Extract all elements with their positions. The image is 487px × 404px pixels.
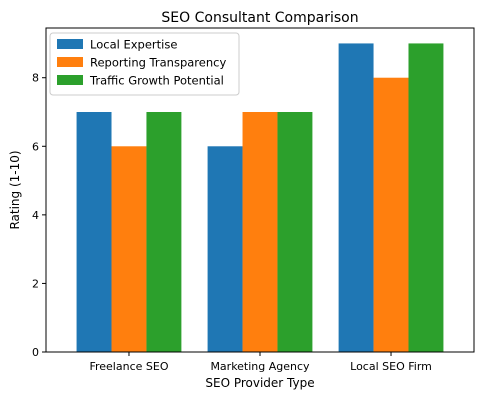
bar-reporting-transparency-0 — [111, 146, 147, 352]
legend-swatch — [57, 39, 83, 49]
x-axis-label: SEO Provider Type — [205, 376, 314, 390]
chart-title: SEO Consultant Comparison — [161, 10, 358, 26]
bar-local-expertise-2 — [338, 43, 374, 353]
legend-label: Traffic Growth Potential — [89, 74, 224, 88]
bar-local-expertise-0 — [76, 112, 112, 352]
x-tick-label: Local SEO Firm — [350, 360, 432, 373]
legend-label: Reporting Transparency — [90, 56, 226, 70]
bar-traffic-growth-potential-2 — [408, 43, 444, 353]
y-tick-label: 0 — [32, 346, 39, 359]
legend-label: Local Expertise — [90, 38, 177, 52]
bar-traffic-growth-potential-0 — [146, 112, 182, 352]
y-axis-ticks: 0 2 4 6 8 — [32, 72, 46, 359]
y-tick-label: 4 — [32, 209, 39, 222]
bar-reporting-transparency-2 — [373, 77, 409, 353]
bar-local-expertise-1 — [207, 146, 243, 352]
legend-items: Local Expertise Reporting Transparency Tra… — [57, 38, 226, 88]
legend-swatch — [57, 57, 83, 67]
y-axis-label: Rating (1-10) — [8, 150, 22, 229]
legend: Local Expertise Reporting Transparency Tra… — [49, 32, 240, 96]
legend-frame — [49, 32, 240, 96]
y-tick-label: 6 — [32, 140, 39, 153]
x-tick-label: Marketing Agency — [210, 360, 310, 373]
y-tick-label: 2 — [32, 277, 39, 290]
x-axis-ticks: Freelance SEO Marketing Agency Local SEO F… — [89, 352, 432, 373]
bar-reporting-transparency-1 — [242, 112, 278, 352]
x-tick-label: Freelance SEO — [89, 360, 168, 373]
bars-layer — [76, 43, 444, 353]
legend-swatch — [57, 75, 83, 85]
y-tick-label: 8 — [32, 72, 39, 85]
bar-traffic-growth-potential-1 — [277, 112, 313, 352]
